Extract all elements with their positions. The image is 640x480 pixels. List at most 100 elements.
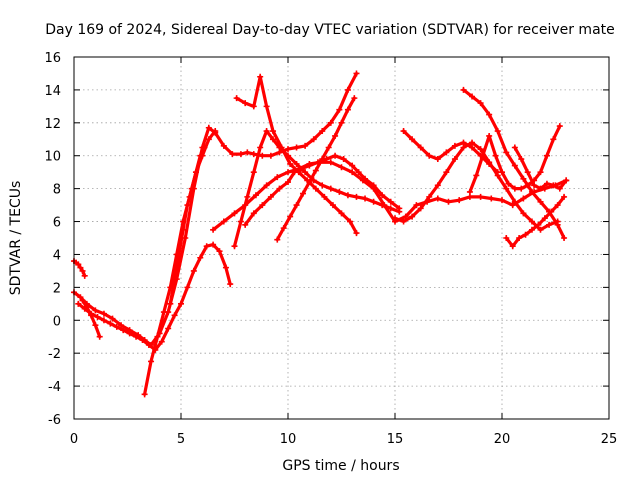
data-point xyxy=(274,174,281,181)
data-point xyxy=(229,151,236,158)
y-tick-label: -6 xyxy=(48,413,61,428)
chart-title: Day 169 of 2024, Sidereal Day-to-day VTE… xyxy=(45,22,615,38)
data-point xyxy=(531,182,538,189)
data-point xyxy=(548,208,555,215)
data-point xyxy=(511,144,518,151)
data-point xyxy=(92,307,99,314)
series-track-17 xyxy=(511,144,570,192)
data-point xyxy=(392,215,398,222)
data-point xyxy=(190,267,197,274)
data-point xyxy=(126,330,133,337)
data-point xyxy=(477,146,484,153)
data-point xyxy=(220,142,227,149)
data-point xyxy=(340,156,347,163)
data-point xyxy=(293,144,300,151)
data-point xyxy=(537,169,544,176)
plot-frame xyxy=(73,56,610,420)
data-point xyxy=(319,128,326,135)
data-point xyxy=(511,162,518,169)
data-point xyxy=(528,218,535,225)
data-point xyxy=(469,93,476,100)
data-point xyxy=(434,156,441,163)
data-point xyxy=(205,124,212,131)
data-point xyxy=(257,73,264,80)
y-tick-label: 4 xyxy=(53,248,61,263)
data-point xyxy=(426,152,433,159)
data-point xyxy=(145,341,152,348)
data-point xyxy=(503,149,510,156)
data-point xyxy=(250,210,257,217)
data-point xyxy=(329,202,336,209)
data-point xyxy=(417,205,424,212)
data-point xyxy=(227,281,234,288)
data-point xyxy=(520,210,527,217)
data-point xyxy=(409,136,416,143)
data-point xyxy=(133,333,140,340)
data-point xyxy=(259,152,266,159)
data-point xyxy=(349,169,356,176)
data-point xyxy=(477,193,484,200)
data-point xyxy=(171,312,178,319)
data-point xyxy=(250,103,257,110)
data-point xyxy=(263,128,270,135)
data-point xyxy=(233,95,240,102)
data-point xyxy=(242,202,249,209)
data-point xyxy=(353,70,360,77)
data-point xyxy=(451,142,458,149)
data-point xyxy=(267,193,274,200)
data-point xyxy=(178,300,184,307)
data-point xyxy=(492,152,499,159)
data-point xyxy=(518,156,525,163)
data-point xyxy=(505,180,512,187)
data-point xyxy=(443,169,450,176)
data-point xyxy=(201,144,208,151)
data-point xyxy=(486,111,493,118)
data-point xyxy=(499,197,505,204)
data-point xyxy=(370,198,377,205)
data-point xyxy=(100,317,107,324)
data-point xyxy=(516,235,523,241)
data-point xyxy=(550,136,557,143)
series-line xyxy=(76,243,232,352)
data-point xyxy=(362,195,369,202)
series-track-7 xyxy=(231,128,403,250)
data-point xyxy=(473,172,480,179)
y-tick-label: 2 xyxy=(53,281,61,296)
data-point xyxy=(332,152,339,159)
series-line xyxy=(72,71,359,347)
data-point xyxy=(460,86,467,93)
data-point xyxy=(210,226,217,233)
data-point xyxy=(267,152,274,159)
series-line xyxy=(243,154,401,227)
data-point xyxy=(222,264,229,271)
series-line xyxy=(211,160,568,232)
series-track-16 xyxy=(503,193,568,250)
series-track-6 xyxy=(167,144,208,307)
data-point xyxy=(94,313,101,320)
data-point xyxy=(379,192,386,199)
data-point xyxy=(109,315,116,322)
data-point xyxy=(409,213,416,220)
data-point xyxy=(488,195,495,202)
series-track-14 xyxy=(460,86,568,241)
data-point xyxy=(216,248,223,255)
series-track-10 xyxy=(242,152,403,228)
data-point xyxy=(242,100,249,107)
data-point xyxy=(167,300,174,307)
data-point xyxy=(460,144,467,151)
y-tick-label: 8 xyxy=(53,183,61,198)
data-point xyxy=(197,152,204,159)
data-point xyxy=(524,182,531,189)
data-point xyxy=(88,312,95,319)
data-point xyxy=(297,165,304,172)
data-point xyxy=(509,202,516,209)
data-point xyxy=(537,226,544,233)
data-point xyxy=(556,123,563,130)
data-point xyxy=(347,218,354,225)
data-point xyxy=(355,169,362,176)
data-point xyxy=(503,185,510,192)
series-line xyxy=(235,75,359,235)
data-point xyxy=(175,251,182,258)
data-point xyxy=(522,231,529,238)
